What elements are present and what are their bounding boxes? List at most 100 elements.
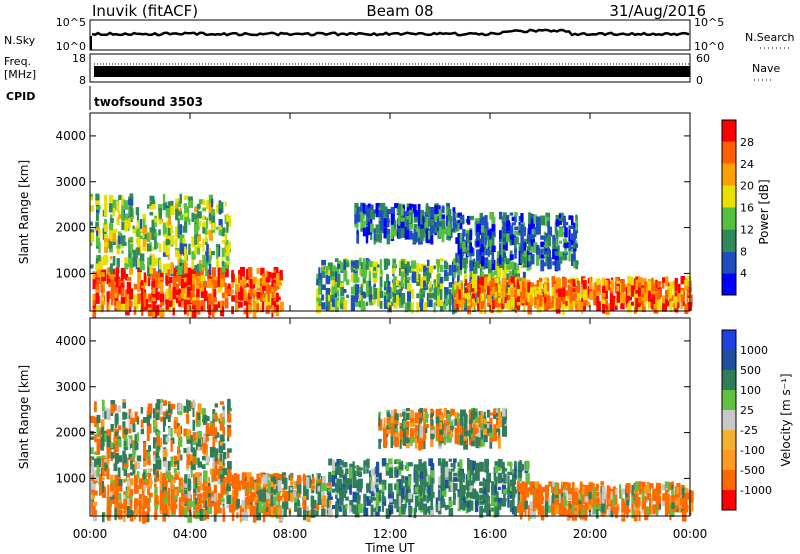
echo-cell bbox=[450, 482, 455, 491]
freq-label-line2: [MHz] bbox=[4, 68, 36, 81]
echo-cell bbox=[489, 290, 494, 296]
echo-cell bbox=[438, 205, 441, 212]
echo-cell bbox=[339, 460, 344, 466]
echo-cell bbox=[407, 290, 412, 302]
echo-cell bbox=[641, 301, 646, 313]
echo-cell bbox=[413, 224, 418, 231]
echo-cell bbox=[222, 477, 226, 488]
echo-cell bbox=[489, 228, 493, 239]
echo-cell bbox=[398, 498, 402, 507]
echo-cell bbox=[91, 506, 95, 516]
echo-cell bbox=[220, 286, 223, 291]
echo-cell bbox=[575, 277, 579, 284]
echo-cell bbox=[132, 257, 136, 267]
echo-cell bbox=[147, 505, 151, 511]
echo-cell bbox=[138, 504, 143, 514]
echo-cell bbox=[117, 405, 121, 413]
echo-cell bbox=[256, 485, 260, 496]
echo-cell bbox=[343, 270, 348, 282]
echo-cell bbox=[370, 234, 373, 241]
echo-cell bbox=[141, 295, 144, 303]
echo-cell bbox=[186, 413, 190, 424]
echo-cell bbox=[459, 215, 464, 219]
echo-cell bbox=[109, 237, 113, 248]
echo-cell bbox=[120, 274, 124, 286]
echo-cell bbox=[129, 510, 134, 516]
echo-cell bbox=[444, 269, 448, 277]
echo-cell bbox=[325, 302, 328, 311]
echo-cell bbox=[90, 229, 95, 233]
echo-cell bbox=[352, 491, 357, 503]
echo-cell bbox=[536, 285, 540, 290]
echo-cell bbox=[413, 210, 419, 218]
echo-cell bbox=[108, 272, 111, 276]
echo-cell bbox=[115, 272, 119, 279]
echo-cell bbox=[621, 302, 624, 307]
echo-cell bbox=[469, 246, 474, 253]
echo-cell bbox=[334, 299, 338, 312]
nave-tick-top: 60 bbox=[696, 52, 710, 65]
echo-cell bbox=[101, 406, 107, 418]
echo-cell bbox=[278, 474, 283, 482]
echo-cell bbox=[182, 238, 186, 244]
echo-cell bbox=[456, 300, 459, 311]
echo-cell bbox=[203, 470, 208, 482]
echo-cell bbox=[336, 503, 339, 515]
echo-cell bbox=[227, 427, 232, 437]
echo-cell bbox=[195, 477, 198, 489]
echo-cell bbox=[526, 235, 532, 245]
echo-cell bbox=[186, 446, 190, 459]
echo-cell bbox=[448, 471, 453, 482]
echo-cell bbox=[128, 410, 132, 423]
echo-cell bbox=[379, 269, 383, 277]
echo-cell bbox=[350, 265, 355, 273]
echo-cell bbox=[476, 224, 481, 235]
echo-cell bbox=[502, 296, 505, 304]
echo-cell bbox=[602, 299, 607, 304]
echo-cell bbox=[221, 261, 225, 266]
echo-cell bbox=[355, 267, 359, 272]
echo-cell bbox=[303, 473, 306, 486]
echo-cell bbox=[231, 289, 234, 295]
echo-cell bbox=[423, 280, 427, 288]
echo-cell bbox=[276, 304, 279, 312]
echo-cell bbox=[303, 489, 308, 499]
echo-cell bbox=[408, 462, 413, 467]
echo-cell bbox=[568, 225, 574, 229]
echo-cell bbox=[112, 256, 116, 266]
echo-cell bbox=[214, 468, 220, 476]
echo-cell bbox=[135, 499, 138, 507]
echo-cell bbox=[514, 273, 517, 278]
echo-cell bbox=[414, 486, 419, 493]
echo-cell bbox=[572, 293, 577, 301]
echo-cell bbox=[355, 284, 360, 294]
echo-cell bbox=[567, 279, 572, 283]
echo-cell bbox=[204, 500, 208, 510]
echo-cell bbox=[266, 507, 270, 512]
echo-cell bbox=[356, 227, 359, 231]
echo-cell bbox=[167, 239, 173, 245]
echo-cell bbox=[318, 267, 321, 275]
echo-cell bbox=[469, 270, 473, 278]
echo-cell bbox=[158, 229, 161, 236]
echo-cell bbox=[453, 472, 458, 477]
echo-cell bbox=[491, 224, 496, 232]
echo-cell bbox=[385, 464, 389, 471]
echo-cell bbox=[514, 269, 519, 278]
echo-cell bbox=[147, 274, 151, 280]
echo-cell bbox=[123, 428, 129, 435]
echo-cell bbox=[110, 289, 114, 299]
echo-cell bbox=[96, 305, 101, 311]
echo-cell bbox=[258, 501, 262, 513]
echo-cell bbox=[491, 245, 496, 253]
echo-cell bbox=[152, 308, 155, 318]
echo-cell bbox=[362, 258, 366, 268]
echo-cell bbox=[222, 410, 225, 422]
echo-cell bbox=[419, 471, 424, 479]
echo-cell bbox=[523, 256, 527, 265]
echo-cell bbox=[420, 288, 425, 293]
echo-cell bbox=[276, 501, 279, 506]
echo-cell bbox=[452, 220, 455, 232]
echo-cell bbox=[186, 400, 190, 407]
echo-cell bbox=[552, 261, 557, 266]
